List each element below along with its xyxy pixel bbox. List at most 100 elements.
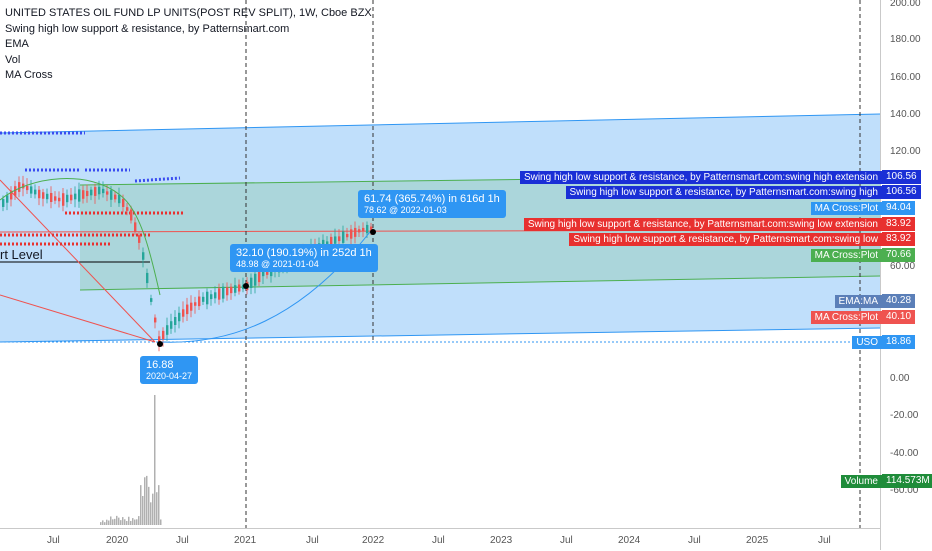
candle [18,182,21,192]
time-tick: Jul [432,535,445,546]
candle [146,272,149,284]
label-text: Swing high low support & resistance, by … [573,234,878,245]
legend-indicator-swing[interactable]: Swing high low support & resistance, by … [5,22,290,35]
candle [78,189,81,202]
value-volume: 114.573M [882,474,932,488]
legend-indicator-vol[interactable]: Vol [5,53,21,66]
candle [330,236,333,247]
candle [370,226,373,231]
candle [158,336,161,344]
volume-bar [152,493,154,525]
label-ma-cross-plot-1: MA Cross:Plot [810,202,882,215]
candle [194,302,197,306]
candle [234,285,237,293]
legend-indicator-ma-cross[interactable]: MA Cross [5,69,53,81]
value-ma-cross-plot-1: 94.04 [882,201,916,215]
volume-bar [136,519,138,525]
label-text: Swing high low support & resistance, by … [523,172,878,183]
time-tick: Jul [688,535,701,546]
label-volume: Volume [840,475,882,488]
candle [210,294,213,300]
candle [114,194,117,200]
candle [130,209,133,221]
volume-bar [100,522,102,525]
label-ma-cross-plot-3: MA Cross:Plot [810,311,882,324]
candle [42,192,45,199]
candle [62,193,65,206]
value-swing-high: 106.56 [882,185,921,199]
label-text: Swing high low support & resistance, by … [527,219,878,230]
candle [138,235,141,243]
price-axis[interactable] [880,0,932,550]
candle [74,193,77,200]
candle [222,286,225,299]
mid-callout-line1: 32.10 (190.19%) in 252d 1h [236,247,372,259]
volume-bar [128,516,130,525]
label-ema-ma: EMA:MA [834,295,882,308]
volume-bar [124,519,126,525]
candle [34,189,37,195]
candle [98,186,101,195]
volume-bar [106,519,108,525]
candle [122,199,125,207]
volume-bar [134,519,136,525]
candle [258,271,261,283]
label-text: EMA:MA [838,296,878,307]
label-text: USO [856,337,878,348]
candle [366,224,369,234]
label-text: Swing high low support & resistance, by … [569,187,878,198]
price-tick: 200.00 [890,0,921,9]
candle [102,188,105,194]
volume-bar [150,502,152,525]
volume-bar [154,395,156,525]
candle [126,207,129,211]
candle [106,191,109,195]
value-swing-low: 83.92 [882,232,916,246]
candle [182,309,185,317]
volume-bar [160,519,162,525]
candle [346,234,349,238]
value-swing-low-ext: 83.92 [882,217,916,231]
candle [66,194,69,203]
candle [90,189,93,196]
candle [254,273,257,286]
volume-bar [144,477,146,525]
volume-bar [158,485,160,525]
label-swing-high: Swing high low support & resistance, by … [565,186,882,199]
volume-bar [130,520,132,525]
candle [358,229,361,233]
time-tick: Jul [306,535,319,546]
time-tick: Jul [560,535,573,546]
symbol-title: UNITED STATES OIL FUND LP UNITS(POST REV… [5,7,372,19]
price-tick: -60.00 [890,485,919,496]
swing-markers [0,131,185,246]
candle [238,284,241,292]
candle [206,291,209,305]
candle [70,194,73,201]
ma-curve [0,178,161,296]
candle [338,236,341,242]
candle [38,189,41,199]
volume-bar [146,475,148,525]
candle [150,298,153,302]
candle [142,252,145,260]
candle [186,304,189,315]
candle [54,196,57,201]
candle [218,288,221,300]
value-uso: 18.86 [882,335,916,349]
candle [226,287,229,296]
candle [2,199,5,207]
candle [342,231,345,243]
price-tick: 0.00 [890,373,910,384]
legend-indicator-ema[interactable]: EMA [5,38,29,50]
volume-bar [126,520,128,525]
time-tick: Jul [47,535,60,546]
time-axis[interactable] [0,528,880,551]
candle [178,312,181,322]
volume-bar [116,515,118,525]
volume-bar [156,492,158,525]
volume-bar [102,520,104,525]
candle [10,190,13,200]
price-tick: 160.00 [890,72,921,83]
